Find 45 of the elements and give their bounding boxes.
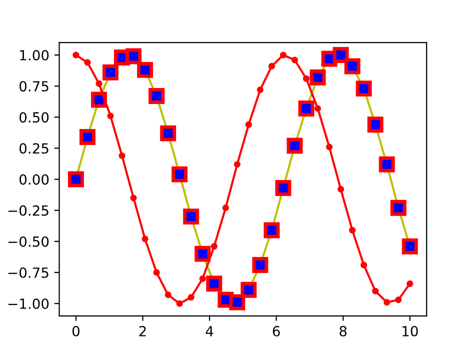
y-tick-label: −0.25 — [8, 205, 48, 216]
point — [118, 152, 126, 159]
point — [84, 59, 91, 66]
x-tick-label: 2 — [139, 326, 146, 336]
point — [406, 280, 414, 287]
point — [302, 75, 310, 82]
point — [188, 294, 194, 301]
point — [338, 186, 344, 193]
point — [234, 161, 240, 168]
point — [72, 52, 80, 58]
y-tick-label: −0.50 — [8, 236, 49, 247]
point — [96, 80, 102, 87]
point — [349, 226, 356, 234]
point — [153, 269, 160, 276]
point — [314, 105, 322, 112]
point — [176, 300, 183, 307]
y-tick-label: −0.75 — [8, 267, 48, 278]
y-tick-label: −1.00 — [8, 298, 49, 309]
point — [326, 144, 333, 150]
point — [268, 62, 276, 70]
point — [372, 288, 379, 294]
point — [107, 112, 114, 120]
point — [142, 236, 148, 242]
point — [360, 262, 368, 268]
x-tick-label: 4 — [206, 326, 214, 336]
point — [222, 204, 229, 212]
x-tick-label: 0 — [72, 326, 80, 336]
y-tick-label: 0.75 — [20, 81, 48, 92]
x-tick-label: 10 — [402, 326, 418, 336]
point — [291, 56, 298, 64]
point — [210, 243, 218, 250]
point — [130, 194, 137, 202]
y-tick-label: 1.00 — [20, 50, 49, 60]
y-tick-label: 0.50 — [20, 112, 49, 123]
point — [384, 298, 390, 306]
y-tick-label: 0.00 — [20, 174, 49, 185]
point — [199, 275, 206, 282]
x-tick-label: 6 — [272, 326, 280, 336]
x-tick-label: 8 — [340, 326, 347, 336]
y-tick-label: 0.25 — [20, 143, 48, 154]
point — [395, 296, 402, 304]
point — [164, 292, 172, 298]
point — [245, 121, 252, 128]
point — [280, 52, 287, 58]
point — [256, 86, 264, 94]
